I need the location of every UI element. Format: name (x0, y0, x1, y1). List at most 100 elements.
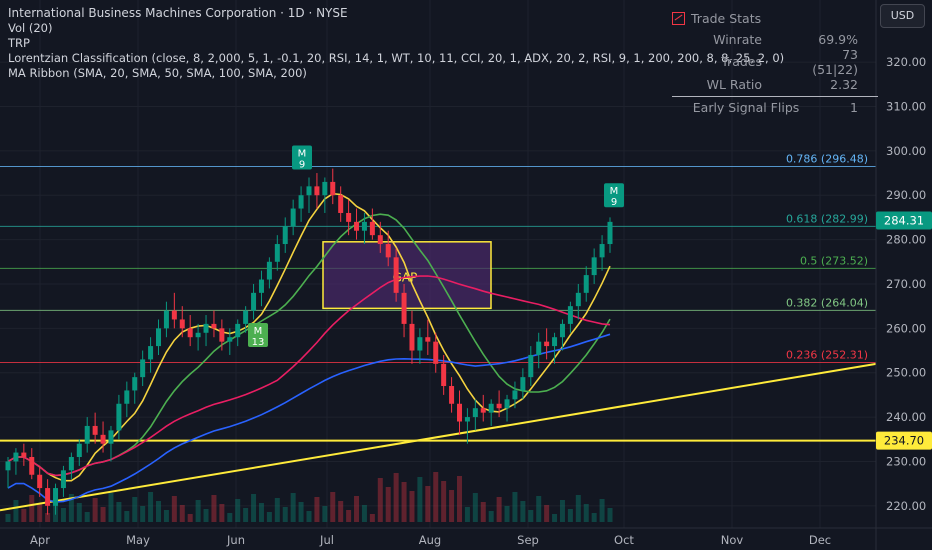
candle-body (401, 292, 407, 324)
candle-body (171, 310, 177, 320)
volume-bar (472, 493, 478, 522)
candle-body (290, 208, 296, 227)
volume-bar (520, 501, 526, 522)
volume-bar (457, 476, 462, 522)
candle-body (306, 186, 312, 196)
volume-bar (559, 500, 565, 522)
volume-bar (496, 497, 502, 522)
currency-button[interactable]: USD (880, 4, 925, 28)
volume-bar (591, 513, 597, 522)
candle-body (314, 186, 320, 196)
candle-body (417, 337, 423, 351)
volume-bar (227, 513, 233, 522)
candle-body (369, 221, 375, 236)
candle-body (37, 474, 43, 489)
volume-bar (464, 507, 470, 522)
volume-bar (433, 472, 439, 522)
candle-body (76, 443, 82, 458)
signal-marker-box (248, 322, 268, 347)
volume-bar (377, 478, 383, 522)
candle-body (441, 363, 447, 387)
candle-body (84, 425, 90, 444)
volume-bar (45, 513, 51, 522)
candle-body (520, 377, 526, 391)
candle-body (583, 275, 589, 293)
price-axis[interactable]: 220.00 230.00 240.00 250.00 260.00 270.00 280.… (875, 0, 926, 550)
candle-body (219, 328, 225, 342)
price-tick-label: 250.00 (886, 366, 926, 380)
volume-bar (575, 495, 581, 522)
volume-bar (401, 482, 407, 522)
volume-bar (393, 473, 399, 522)
volume-bar (449, 490, 455, 522)
volume-bar (544, 505, 550, 522)
fib-label: 0.618 (282.99) (786, 212, 868, 225)
volume-bar (536, 496, 542, 522)
time-axis[interactable]: Apr May Jun Jul Aug Sep Oct Nov Dec (0, 527, 932, 547)
volume-bar (163, 510, 169, 522)
price-tag-label: 234.70 (884, 434, 924, 448)
indicator-lorentzian[interactable]: Lorentzian Classification (close, 8, 2,0… (8, 51, 785, 65)
candle-body (148, 346, 154, 360)
signal-marker-letter: M (254, 326, 263, 337)
candles (5, 168, 613, 515)
candle-body (5, 461, 11, 471)
indicator-trp[interactable]: TRP (8, 36, 30, 50)
volume-bar (84, 512, 90, 522)
candle-body (53, 488, 59, 506)
fib-label: 0.786 (296.48) (786, 152, 868, 165)
signal-marker-letter: M (298, 149, 307, 160)
price-tick-label: 320.00 (886, 55, 926, 69)
fib-label: 0.382 (264.04) (786, 296, 868, 309)
time-tick-label: Jun (226, 533, 245, 547)
candle-body (266, 261, 272, 280)
volume-bar (298, 502, 304, 522)
candle-body (385, 244, 391, 258)
candle-body (330, 181, 336, 196)
candle-body (377, 235, 383, 245)
sma-20-line (7, 192, 611, 482)
volume-bar (607, 508, 613, 522)
candle-body (163, 310, 169, 329)
candle-body (156, 328, 161, 347)
indicator-vol[interactable]: Vol (20) (8, 21, 53, 35)
volume-bar (369, 514, 375, 522)
chart-title: International Business Machines Corporat… (8, 6, 348, 20)
candle-body (591, 257, 597, 276)
volume-bar (235, 499, 241, 522)
candle-body (211, 323, 217, 329)
trade-stats-header: Trade Stats (672, 8, 878, 28)
candle-body (203, 323, 209, 333)
signal-marker-count: 13 (252, 337, 265, 348)
candle-body (544, 341, 550, 347)
volume-bar (338, 501, 344, 522)
candle-body (227, 337, 233, 342)
stat-label: Trades (721, 54, 762, 70)
fib-label: 0.236 (252.31) (786, 348, 868, 361)
volume-bar (306, 511, 312, 522)
volume-bar (132, 497, 138, 522)
price-tick-label: 240.00 (886, 410, 926, 424)
price-tag-label: 284.31 (884, 213, 924, 227)
volume-bar (116, 502, 122, 522)
candle-body (575, 292, 581, 307)
volume-bar (219, 504, 225, 522)
volume-bar (528, 510, 534, 522)
sma-200-line (7, 333, 611, 503)
gap-rectangle (322, 241, 492, 310)
candle-body (354, 221, 360, 231)
volume-bar (171, 496, 177, 522)
trade-stats-panel: Trade Stats Winrate 69.9% Trades 73 (51|… (672, 8, 878, 119)
candle-body (496, 403, 502, 409)
volume-bar (37, 504, 43, 522)
candle-body (464, 417, 470, 422)
volume-bar (480, 502, 486, 522)
indicator-ma-ribbon[interactable]: MA Ribbon (SMA, 20, SMA, 50, SMA, 100, S… (8, 66, 307, 80)
volume-bars (5, 472, 613, 522)
volume-bar (385, 487, 391, 522)
sma-100-line (7, 275, 611, 477)
candle-body (282, 226, 288, 245)
volume-bar (361, 505, 367, 522)
candle-body (599, 244, 605, 258)
